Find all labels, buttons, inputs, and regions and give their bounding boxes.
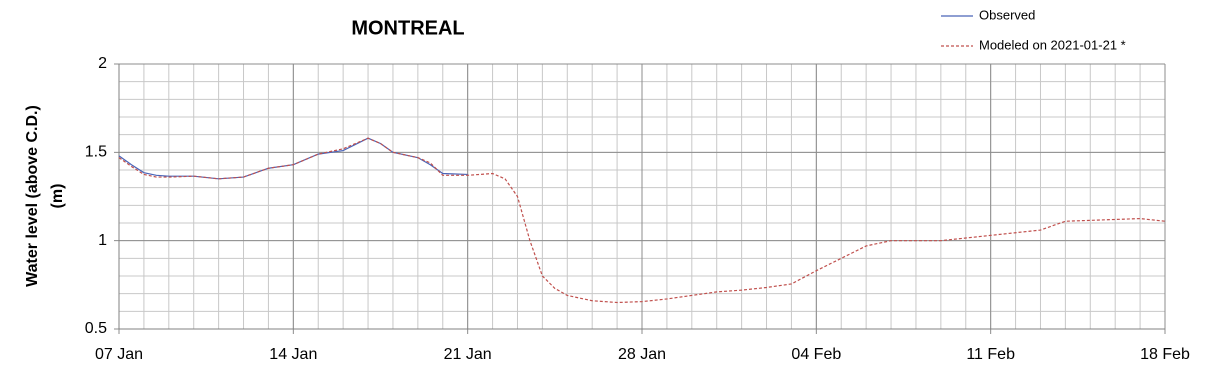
x-tick-label: 11 Feb <box>966 346 1015 363</box>
y-tick-label: 0.5 <box>85 320 107 337</box>
chart-title: MONTREAL <box>351 17 464 39</box>
x-tick-label: 07 Jan <box>95 346 143 363</box>
y-axis-label: Water level (above C.D.) <box>24 105 41 287</box>
x-tick-label: 21 Jan <box>444 346 492 363</box>
x-tick-label: 28 Jan <box>618 346 666 363</box>
x-tick-label: 14 Jan <box>269 346 317 363</box>
x-tick-label: 04 Feb <box>791 346 841 363</box>
x-tick-label: 18 Feb <box>1140 346 1190 363</box>
series-line <box>118 137 1166 304</box>
legend-label: Modeled on 2021-01-21 * <box>979 37 1126 52</box>
y-tick-label: 1.5 <box>85 144 107 161</box>
y-tick-label: 1 <box>98 232 107 249</box>
legend-label: Observed <box>979 7 1035 22</box>
y-axis-label: (m) <box>49 184 66 209</box>
y-tick-label: 2 <box>98 55 107 72</box>
